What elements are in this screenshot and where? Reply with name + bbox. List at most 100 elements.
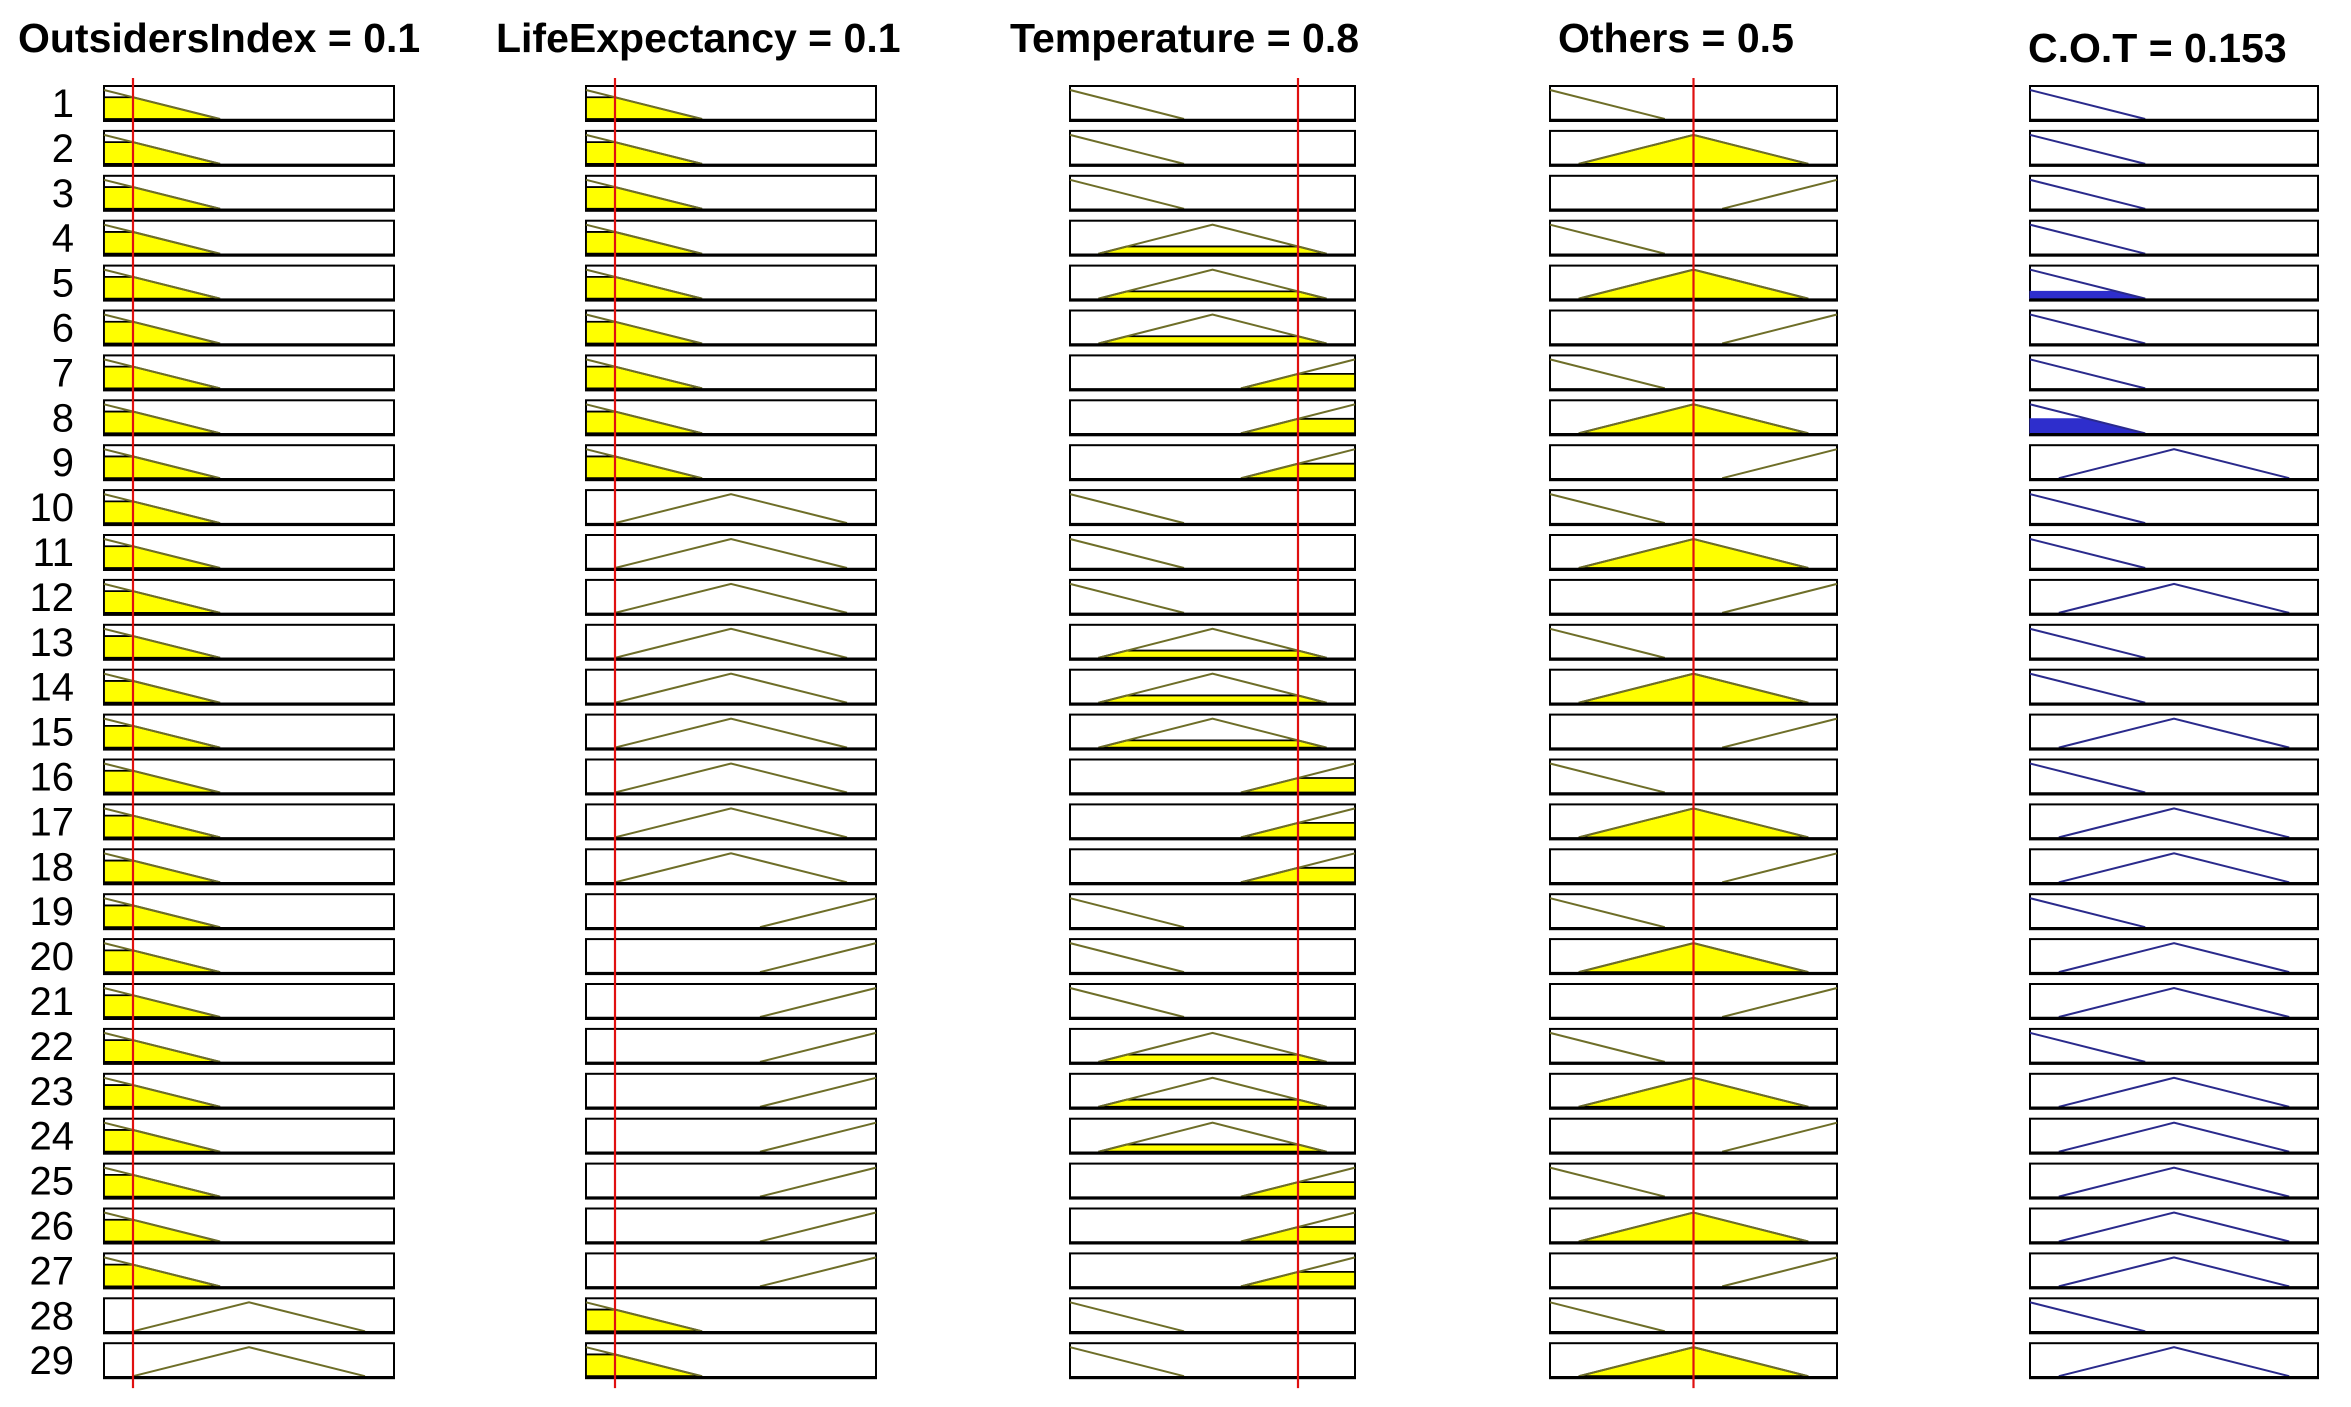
rule-row: 20: [30, 935, 2319, 979]
rule-row: 12: [30, 576, 2319, 620]
rule-number: 4: [52, 217, 74, 261]
input-mf-shape: [132, 1301, 366, 1333]
rule-row: 1: [52, 82, 2319, 126]
input-mf-shape: [1069, 89, 1185, 120]
rule-number: 21: [30, 980, 75, 1024]
rule-number: 5: [52, 262, 74, 306]
rule-number: 6: [52, 307, 74, 351]
output-mf-shape: [2029, 762, 2146, 794]
header-cot-output: C.O.T = 0.153: [2028, 25, 2287, 71]
mf-plot-box: [2029, 129, 2319, 167]
rule-number: 19: [30, 890, 75, 934]
rule-number: 22: [30, 1025, 75, 1069]
input-mf-shape: [1721, 852, 1838, 884]
mf-plot-box: [2029, 1027, 2319, 1065]
output-mf-shape: [2029, 178, 2146, 210]
output-mf-shape: [2058, 717, 2290, 749]
input-mf-shape: [103, 762, 221, 794]
mf-plot-box: [2029, 489, 2319, 527]
rule-number: 27: [30, 1249, 75, 1293]
input-mf-shape: [103, 717, 221, 749]
input-mf-shape: [103, 133, 221, 165]
input-mf-shape: [585, 358, 703, 390]
rule-number: 23: [30, 1070, 75, 1114]
input-mf-shape: [1721, 987, 1838, 1018]
input-mf-shape: [103, 538, 221, 569]
input-mf-shape: [103, 627, 221, 659]
input-mf-shape: [1069, 582, 1185, 614]
rule-row: 7: [52, 351, 2319, 395]
output-mf-shape: [2058, 582, 2290, 614]
input-mf-shape: [1098, 672, 1327, 704]
input-mf-shape: [1549, 493, 1666, 525]
rule-row: 9: [52, 441, 2319, 485]
output-mf-shape: [2029, 493, 2146, 525]
input-mf-shape: [759, 897, 877, 929]
input-mf-shape: [1549, 1301, 1666, 1333]
input-mf-shape: [585, 133, 703, 165]
input-mf-shape: [585, 403, 703, 435]
input-activation-area: [1098, 649, 1327, 659]
input-mf-shape: [614, 717, 848, 749]
input-mf-shape: [759, 1121, 877, 1153]
input-activation-area: [1098, 694, 1327, 704]
input-mf-shape: [614, 537, 848, 569]
mf-plot-box: [585, 938, 877, 976]
input-mf-shape: [1069, 1346, 1185, 1378]
rule-row: 28: [30, 1294, 2319, 1338]
mf-plot-box: [585, 1117, 877, 1155]
mf-plot-box: [2029, 758, 2319, 796]
input-mf-shape: [1069, 538, 1185, 569]
input-activation-area: [1098, 739, 1327, 749]
mf-plot-box: [2029, 1297, 2319, 1335]
input-mf-shape: [1549, 627, 1666, 659]
input-mf-shape: [759, 1076, 877, 1108]
input-mf-shape: [1098, 313, 1327, 345]
output-mf-shape: [2058, 1076, 2290, 1108]
header-life-expectancy: LifeExpectancy = 0.1: [496, 15, 901, 61]
mf-plot-box: [2029, 309, 2319, 347]
rule-row: 3: [52, 172, 2319, 216]
rule-row: 19: [30, 890, 2319, 934]
input-mf-shape: [103, 1211, 221, 1243]
input-mf-shape: [759, 1166, 877, 1198]
output-mf-shape: [2029, 897, 2146, 929]
header-temperature: Temperature = 0.8: [1010, 15, 1359, 61]
mf-plot-box: [1069, 578, 1356, 616]
output-mf-shape: [2029, 133, 2146, 165]
input-mf-shape: [1098, 1031, 1327, 1063]
mf-plot-box: [1069, 85, 1356, 122]
input-mf-shape: [103, 582, 221, 614]
rule-row: 10: [30, 486, 2319, 530]
rule-row: 14: [30, 666, 2319, 710]
rule-row: 8: [52, 396, 2319, 440]
rule-row: 24: [30, 1115, 2319, 1159]
rule-row: 16: [30, 756, 2319, 800]
output-mf-shape: [2029, 672, 2146, 704]
rule-row: 6: [52, 307, 2319, 351]
output-mf-shape: [2029, 403, 2146, 435]
input-mf-shape: [103, 1256, 221, 1288]
rule-number: 15: [30, 711, 75, 755]
rule-row: 4: [52, 217, 2319, 261]
input-mf-shape: [614, 493, 848, 525]
rule-rows: 1234567891011121314151617181920212223242…: [30, 82, 2319, 1383]
rule-row: 17: [30, 800, 2319, 844]
input-mf-shape: [1069, 133, 1185, 165]
input-mf-shape: [1721, 178, 1838, 210]
input-activation-area: [1098, 1143, 1327, 1153]
input-mf-shape: [1549, 1166, 1666, 1198]
input-mf-shape: [614, 807, 848, 839]
input-mf-shape: [1098, 627, 1327, 659]
rule-number: 10: [30, 486, 75, 530]
mf-plot-box: [585, 1162, 877, 1200]
rule-number: 12: [30, 576, 75, 620]
output-mf-shape: [2058, 1121, 2290, 1153]
input-mf-shape: [759, 1211, 877, 1243]
input-mf-shape: [103, 223, 221, 255]
output-mf-shape: [2058, 1166, 2290, 1198]
rule-number: 20: [30, 935, 75, 979]
rule-number: 25: [30, 1160, 75, 1204]
output-mf-shape: [2058, 807, 2290, 839]
